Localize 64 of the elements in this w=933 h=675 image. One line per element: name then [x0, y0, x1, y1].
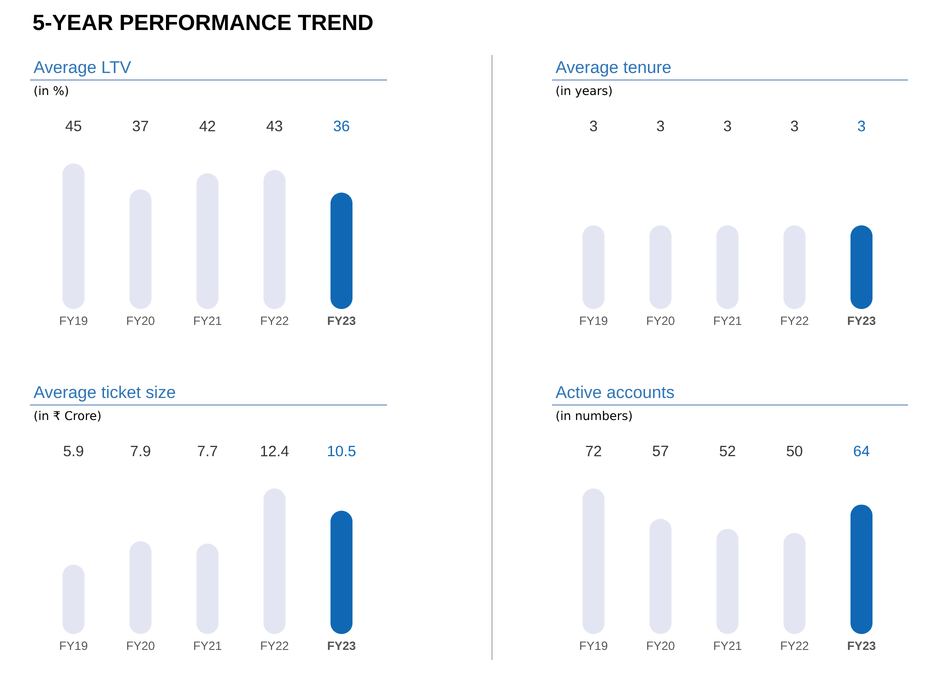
- data-label: 43: [266, 120, 282, 132]
- data-label: 64: [854, 446, 870, 456]
- data-label: 3: [790, 120, 798, 132]
- x-tick-label: FY19: [580, 642, 608, 650]
- data-label: 42: [200, 120, 216, 132]
- bar: [62, 163, 84, 309]
- data-label: 7.7: [198, 446, 218, 456]
- data-label: 45: [66, 120, 82, 132]
- x-tick-label: FY21: [714, 316, 742, 325]
- data-label: 3: [656, 120, 664, 132]
- chart-subtitle: (in %): [34, 86, 68, 97]
- chart-subtitle: (in ₹ Crore): [34, 410, 100, 422]
- x-tick-label: FY19: [60, 316, 88, 326]
- x-tick-label: FY22: [261, 316, 288, 325]
- x-tick-label: FY20: [647, 316, 674, 326]
- x-tick-label: FY19: [60, 642, 88, 650]
- bar: [62, 564, 84, 634]
- chart-subtitle: (in numbers): [556, 410, 632, 422]
- chart-title: Active accounts: [556, 386, 674, 398]
- bar: [130, 541, 152, 634]
- bar: [264, 488, 286, 634]
- x-tick-label: FY22: [781, 316, 808, 325]
- text: 5-YEAR PERFORMANCE TREND: [33, 14, 373, 30]
- bar: [330, 510, 352, 634]
- bar: [716, 528, 739, 634]
- data-label: 52: [720, 446, 736, 456]
- chart-title: Average tenure: [556, 61, 671, 77]
- x-tick-label: FY23: [848, 642, 876, 650]
- x-tick-label: FY21: [714, 642, 742, 650]
- data-label: 72: [586, 446, 602, 456]
- x-tick-label: FY20: [647, 642, 674, 650]
- data-label: 3: [724, 120, 732, 132]
- x-tick-label: FY21: [194, 642, 222, 650]
- bar: [196, 173, 218, 309]
- bar: [330, 192, 352, 309]
- data-label: 3: [858, 120, 866, 132]
- data-label: 37: [132, 120, 148, 132]
- data-label: 12.4: [261, 446, 289, 456]
- x-tick-label: FY20: [127, 316, 154, 326]
- x-tick-label: FY20: [127, 642, 154, 650]
- chart-title: Average ticket size: [34, 386, 176, 402]
- data-label: 3: [590, 120, 598, 132]
- data-label: 50: [786, 446, 802, 456]
- x-tick-label: FY23: [328, 642, 356, 650]
- bar: [196, 544, 218, 634]
- chart-title: Average LTV: [34, 61, 132, 77]
- bar: [130, 189, 152, 309]
- x-tick-label: FY22: [781, 642, 808, 650]
- data-label: 57: [652, 446, 668, 456]
- bar: [650, 518, 672, 634]
- x-tick-label: FY19: [580, 316, 608, 326]
- bar: [582, 488, 605, 634]
- bar: [784, 532, 806, 634]
- bar: [850, 504, 873, 634]
- bar: [264, 170, 286, 309]
- x-tick-label: FY23: [328, 316, 356, 326]
- data-label: 7.9: [130, 446, 150, 456]
- x-tick-label: FY22: [261, 642, 288, 650]
- data-label: 5.9: [64, 446, 84, 456]
- x-tick-label: FY23: [848, 316, 876, 326]
- data-label: 10.5: [328, 446, 356, 456]
- chart-subtitle: (in years): [556, 86, 612, 98]
- data-label: 36: [334, 120, 350, 132]
- x-tick-label: FY21: [194, 316, 222, 325]
